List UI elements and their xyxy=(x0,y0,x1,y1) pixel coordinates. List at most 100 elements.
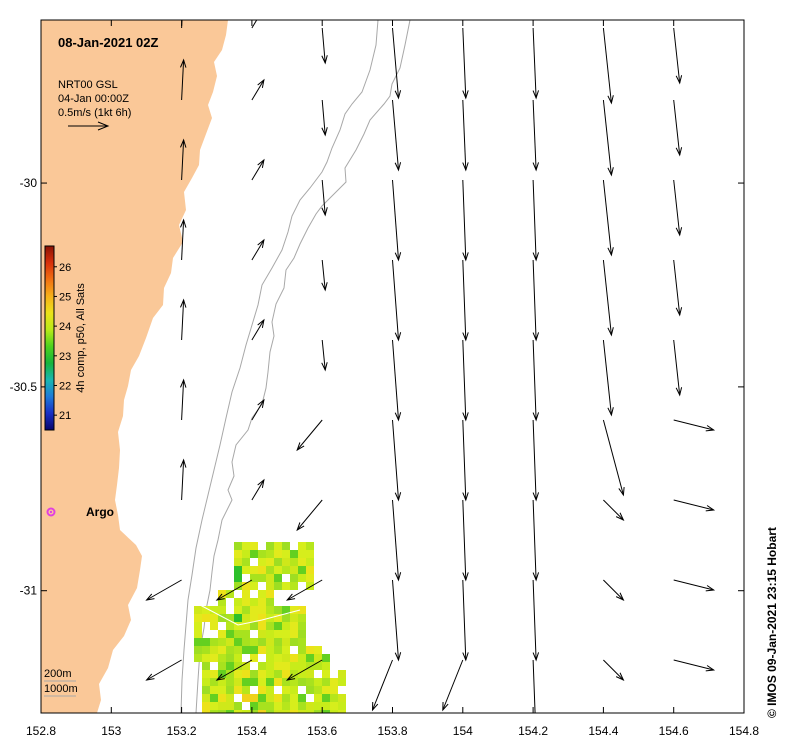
sst-cell xyxy=(306,670,314,678)
sst-cell xyxy=(306,542,314,550)
sst-cell xyxy=(266,566,274,574)
sst-cell xyxy=(274,582,282,590)
sst-cell xyxy=(290,630,298,638)
sst-cell xyxy=(282,582,290,590)
sst-cell xyxy=(218,646,226,654)
sst-cell xyxy=(306,702,314,710)
current-arrow xyxy=(180,298,187,341)
sst-cell xyxy=(250,622,258,630)
sst-cell xyxy=(282,702,290,710)
current-arrow xyxy=(462,579,469,662)
current-arrow xyxy=(285,579,323,601)
sst-cell xyxy=(330,710,338,713)
sst-cell xyxy=(322,662,330,670)
current-arrow xyxy=(251,478,265,501)
current-arrow xyxy=(251,238,265,261)
sst-cell xyxy=(218,686,226,694)
current-arrow xyxy=(392,179,402,262)
y-tick-label: -31 xyxy=(20,584,38,598)
x-tick-label: 153.6 xyxy=(307,724,337,738)
sst-cell xyxy=(258,694,266,702)
sst-cell xyxy=(226,630,234,638)
current-arrow xyxy=(602,259,614,337)
sst-cell xyxy=(210,670,218,678)
sst-cell xyxy=(266,638,274,646)
sst-cell xyxy=(242,638,250,646)
legend-product: NRT00 GSL xyxy=(58,79,118,91)
current-arrow xyxy=(145,579,182,601)
sst-cell xyxy=(274,662,282,670)
sst-cell xyxy=(282,614,290,622)
current-arrow xyxy=(321,259,328,292)
current-arrow xyxy=(392,99,402,172)
current-arrow xyxy=(532,419,540,502)
current-arrow xyxy=(462,259,469,342)
sst-cell xyxy=(258,638,266,646)
sst-cell xyxy=(306,646,314,654)
sst-cell xyxy=(234,678,242,686)
sst-cell xyxy=(250,582,258,590)
sst-cell xyxy=(202,614,210,622)
sst-cell xyxy=(298,614,306,622)
sst-cell xyxy=(242,606,250,614)
current-arrow xyxy=(145,659,182,681)
sst-cell xyxy=(266,630,274,638)
sst-cell xyxy=(250,566,258,574)
sst-cell xyxy=(274,694,282,702)
sst-cell xyxy=(226,710,234,713)
sst-cell xyxy=(338,694,346,702)
sst-cell xyxy=(242,590,250,598)
colorbar-tick-label: 21 xyxy=(59,410,71,422)
sst-cell xyxy=(282,670,290,678)
current-arrow xyxy=(602,179,614,257)
sst-cell xyxy=(314,686,322,694)
sst-cell xyxy=(274,574,282,582)
sst-cell xyxy=(218,654,226,662)
isobath-legend-1000: 1000m xyxy=(44,683,78,695)
sst-cell xyxy=(298,566,306,574)
sst-cell xyxy=(210,702,218,710)
current-arrow xyxy=(673,99,683,157)
current-arrow xyxy=(371,659,393,712)
sst-cell xyxy=(210,646,218,654)
sst-cell xyxy=(218,638,226,646)
sst-cell xyxy=(266,606,274,614)
sst-cell xyxy=(242,694,250,702)
current-arrow xyxy=(392,339,402,422)
sst-cell xyxy=(266,662,274,670)
sst-cell xyxy=(314,702,322,710)
sst-cell xyxy=(226,670,234,678)
sst-cell xyxy=(202,638,210,646)
sst-cell xyxy=(274,614,282,622)
sst-cell xyxy=(250,646,258,654)
sst-cell xyxy=(266,678,274,686)
colorbar: 26 25 24 23 22 21 4h comp, p50, All Sats xyxy=(44,245,87,431)
y-tick-label: -30.5 xyxy=(10,380,38,394)
sst-cell xyxy=(282,606,290,614)
current-arrow xyxy=(321,27,328,65)
sst-cell xyxy=(234,646,242,654)
sst-cell xyxy=(258,606,266,614)
sst-cell xyxy=(202,662,210,670)
sst-cell xyxy=(338,670,346,678)
colorbar-tick-label: 23 xyxy=(59,351,71,363)
sst-cell xyxy=(242,670,250,678)
colorbar-label: 4h comp, p50, All Sats xyxy=(75,283,87,393)
current-arrow xyxy=(251,318,265,341)
sst-cell xyxy=(194,646,202,654)
sst-cell xyxy=(226,622,234,630)
sst-cell xyxy=(314,694,322,702)
sst-cell xyxy=(298,654,306,662)
sst-cell xyxy=(314,654,322,662)
sst-cell xyxy=(322,670,330,678)
x-tick-label: 152.8 xyxy=(26,724,56,738)
sst-cell xyxy=(282,630,290,638)
sst-cell xyxy=(234,710,242,713)
sst-cell xyxy=(202,606,210,614)
current-arrow xyxy=(251,398,265,421)
current-arrow xyxy=(392,419,402,502)
current-arrow xyxy=(296,419,323,452)
sst-cell xyxy=(242,710,250,713)
isobath-legend: 200m 1000m xyxy=(44,668,78,697)
current-arrow xyxy=(603,579,625,602)
